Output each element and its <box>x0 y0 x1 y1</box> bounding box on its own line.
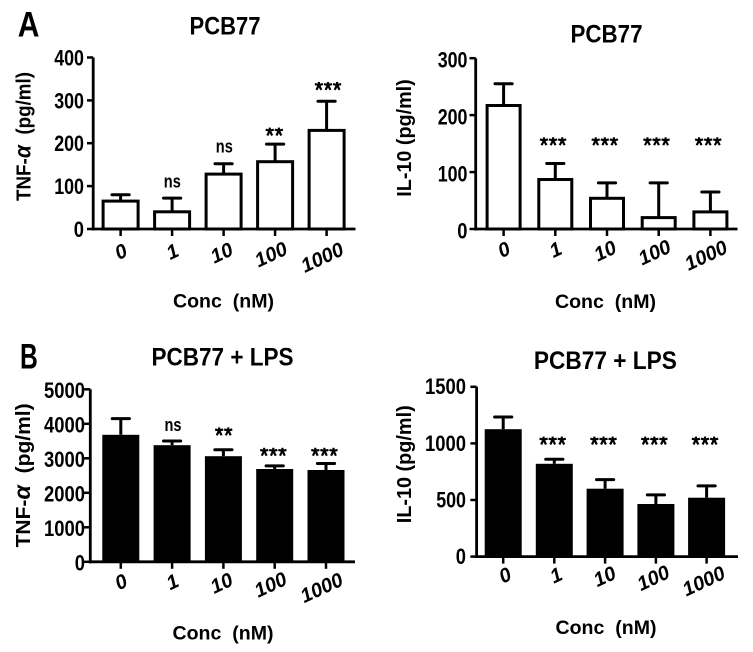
svg-text:IL-10 (pg/ml): IL-10 (pg/ml) <box>393 405 416 523</box>
svg-text:5000: 5000 <box>44 378 85 403</box>
svg-text:Conc (nM): Conc (nM) <box>556 617 657 639</box>
svg-text:ns: ns <box>164 172 181 192</box>
svg-text:Conc (nM): Conc (nM) <box>555 291 656 313</box>
svg-text:1500: 1500 <box>425 374 466 399</box>
svg-text:1000: 1000 <box>44 516 85 541</box>
svg-text:Conc (nM): Conc (nM) <box>173 291 274 313</box>
svg-text:0: 0 <box>456 544 466 569</box>
svg-text:TNF-α (pg/ml): TNF-α (pg/ml) <box>9 72 35 201</box>
svg-text:PCB77: PCB77 <box>571 20 643 48</box>
svg-text:PCB77 + LPS: PCB77 + LPS <box>534 347 677 375</box>
svg-text:4000: 4000 <box>44 412 85 437</box>
svg-text:0: 0 <box>74 217 84 242</box>
svg-text:A: A <box>18 4 40 44</box>
svg-text:100: 100 <box>438 161 468 186</box>
svg-text:TNF-α (pg/ml): TNF-α (pg/ml) <box>9 403 35 547</box>
svg-text:300: 300 <box>438 48 468 73</box>
svg-text:0: 0 <box>75 550 85 575</box>
svg-text:B: B <box>20 336 38 376</box>
svg-text:400: 400 <box>54 46 84 71</box>
svg-text:3000: 3000 <box>44 447 85 472</box>
svg-text:200: 200 <box>54 131 84 156</box>
svg-text:1000: 1000 <box>425 431 466 456</box>
svg-text:2000: 2000 <box>44 481 85 506</box>
svg-text:200: 200 <box>438 104 468 129</box>
svg-text:Conc (nM): Conc (nM) <box>173 623 274 645</box>
svg-text:ns: ns <box>165 415 182 435</box>
svg-text:PCB77: PCB77 <box>190 13 261 41</box>
svg-text:PCB77 + LPS: PCB77 + LPS <box>152 344 294 372</box>
svg-text:100: 100 <box>54 174 84 199</box>
svg-text:500: 500 <box>436 487 466 512</box>
svg-text:0: 0 <box>457 218 467 243</box>
svg-text:300: 300 <box>54 88 84 113</box>
svg-text:IL-10 (pg/ml): IL-10 (pg/ml) <box>393 79 416 197</box>
svg-text:ns: ns <box>216 137 233 157</box>
